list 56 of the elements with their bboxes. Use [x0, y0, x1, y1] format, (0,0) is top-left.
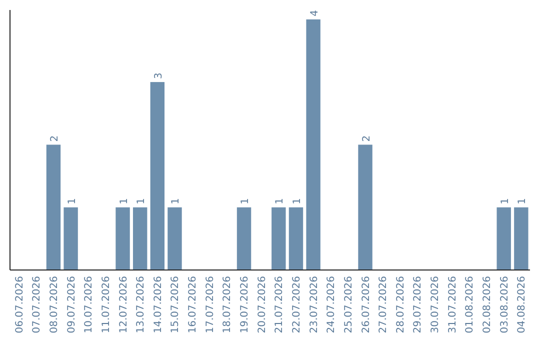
data-label: 1 [66, 198, 78, 204]
x-tick-label: 12.07.2026 [118, 276, 130, 334]
x-tick-label: 23.07.2026 [308, 276, 320, 334]
bar [236, 207, 252, 270]
bar [496, 207, 511, 270]
x-tick-label: 01.08.2026 [464, 276, 476, 334]
x-tick-label: 29.07.2026 [412, 276, 424, 334]
x-tick-label: 25.07.2026 [343, 276, 354, 334]
x-tick-label: 17.07.2026 [204, 276, 216, 334]
x-tick-label: 15.07.2026 [170, 276, 182, 334]
data-label: 1 [240, 198, 252, 204]
data-label: 4 [309, 10, 320, 16]
x-tick-label: 07.07.2026 [32, 276, 43, 334]
bar [132, 207, 148, 270]
bar [514, 207, 528, 270]
x-tick-label: 31.07.2026 [447, 276, 458, 334]
data-label: 2 [49, 135, 60, 142]
x-tick-label: 03.08.2026 [499, 276, 510, 334]
x-tick-label: 11.07.2026 [100, 276, 112, 334]
bar [168, 207, 182, 270]
data-label: 1 [500, 198, 511, 204]
data-label: 1 [136, 198, 148, 204]
bar [150, 82, 165, 270]
data-label: 1 [274, 198, 286, 204]
bar [272, 207, 286, 270]
x-tick-label: 21.07.2026 [274, 276, 286, 334]
x-tick-label: 16.07.2026 [188, 276, 199, 334]
x-tick-label: 24.07.2026 [326, 276, 338, 334]
data-label: 1 [517, 198, 528, 204]
x-tick-label: 10.07.2026 [84, 276, 95, 334]
x-tick-label: 27.07.2026 [378, 276, 390, 334]
x-tick-label: 28.07.2026 [395, 276, 406, 334]
bar [116, 207, 130, 270]
x-tick-label: 02.08.2026 [482, 276, 494, 334]
bar [306, 19, 320, 270]
data-label: 1 [292, 198, 303, 204]
x-tick-label: 14.07.2026 [152, 276, 164, 334]
x-tick-label: 09.07.2026 [66, 276, 78, 334]
bar [64, 207, 78, 270]
x-tick-label: 20.07.2026 [256, 276, 268, 334]
bar [288, 207, 304, 270]
data-label: 1 [170, 198, 182, 204]
bar [46, 144, 61, 270]
data-label: 2 [361, 135, 372, 142]
x-tick-label: 08.07.2026 [48, 276, 60, 334]
x-tick-label: 19.07.2026 [240, 276, 251, 334]
bar [358, 144, 372, 270]
x-tick-label: 18.07.2026 [222, 276, 234, 334]
x-tick-label: 13.07.2026 [136, 276, 147, 334]
x-tick-label: 06.07.2026 [14, 276, 26, 334]
x-tick-label: 04.08.2026 [516, 276, 528, 334]
data-label: 3 [153, 72, 164, 80]
x-tick-label: 26.07.2026 [360, 276, 372, 334]
x-tick-label: 30.07.2026 [430, 276, 442, 334]
x-tick-label: 22.07.2026 [291, 276, 302, 334]
data-label: 1 [118, 198, 130, 204]
